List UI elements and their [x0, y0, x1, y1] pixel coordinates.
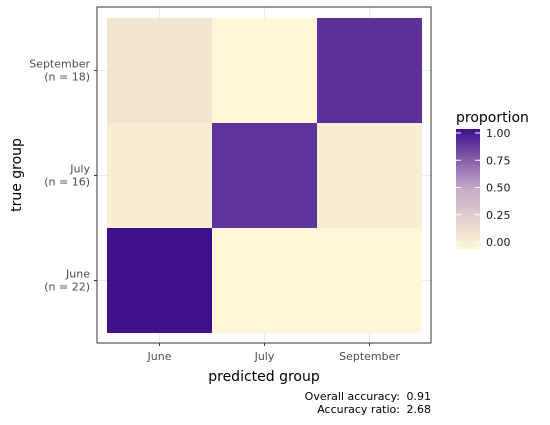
legend-tick-label: 1.00: [486, 127, 511, 140]
accuracy-ratio-label: Accuracy ratio:: [317, 403, 400, 416]
cell-july-july: [212, 123, 317, 228]
y-tick-count: (n = 16): [44, 176, 90, 189]
y-tick-label: June: [65, 268, 90, 281]
y-axis-ticks: June(n = 22) July(n = 16) September(n = 18…: [29, 58, 97, 294]
legend-tick-label: 0.00: [486, 236, 511, 249]
y-axis-title: true group: [9, 138, 25, 212]
cell-june-july: [212, 228, 317, 333]
legend-tick-label: 0.50: [486, 182, 511, 195]
x-axis-ticks: June July September: [147, 343, 401, 363]
x-tick-label: July: [254, 350, 275, 363]
overall-accuracy-value: 0.91: [407, 390, 432, 403]
y-tick-label: September: [29, 58, 90, 71]
cell-july-june: [107, 123, 212, 228]
cell-june-september: [317, 228, 422, 333]
cell-september-july: [212, 18, 317, 123]
legend-tick-label: 0.25: [486, 209, 511, 222]
legend-title: proportion: [456, 110, 529, 126]
accuracy-notes: Overall accuracy: 0.91 Accuracy ratio: 2…: [305, 390, 431, 416]
accuracy-ratio-value: 2.68: [407, 403, 432, 416]
legend-colorbar: [456, 129, 480, 249]
legend: proportion 0.00 0.25 0.50 0.75 1.00: [456, 110, 529, 249]
cell-september-june: [107, 18, 212, 123]
y-tick-count: (n = 18): [44, 71, 90, 84]
cell-july-september: [317, 123, 422, 228]
legend-tick-label: 0.75: [486, 154, 511, 167]
x-tick-label: September: [339, 350, 400, 363]
heatmap-cells: [107, 18, 422, 333]
cell-june-june: [107, 228, 212, 333]
y-tick-label: July: [69, 163, 90, 176]
cell-september-september: [317, 18, 422, 123]
y-tick-count: (n = 22): [44, 281, 90, 294]
overall-accuracy-label: Overall accuracy:: [305, 390, 400, 403]
x-axis-title: predicted group: [208, 369, 320, 385]
x-tick-label: June: [147, 350, 172, 363]
